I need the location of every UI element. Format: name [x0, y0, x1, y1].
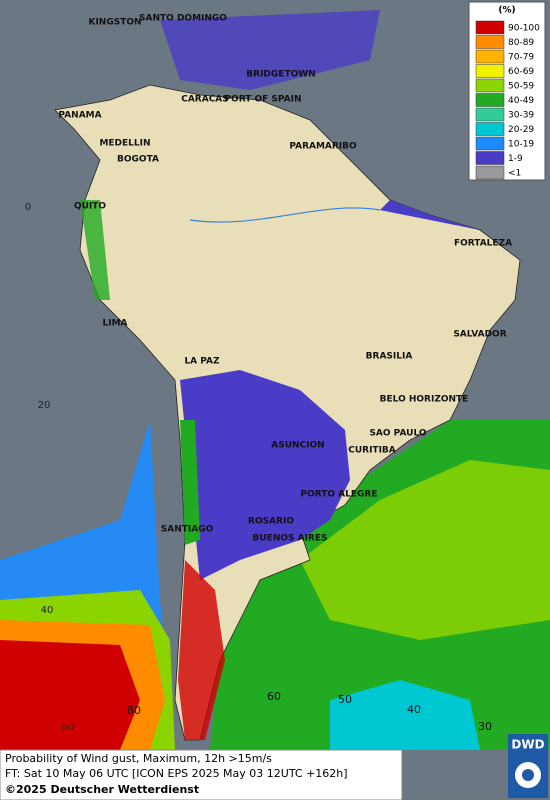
city-label: PORT OF SPAIN	[224, 95, 301, 105]
city-label: LIMA	[102, 319, 127, 329]
city-label: CARACAS	[181, 95, 229, 105]
prob-area	[178, 560, 225, 740]
legend-swatch	[475, 20, 505, 35]
legend-label: 1-9	[508, 154, 523, 164]
logo: DWD	[511, 738, 544, 752]
contour-label: 80	[127, 704, 141, 717]
legend-swatch	[475, 78, 505, 93]
city-label: CURITIBA	[348, 446, 396, 456]
city-label: PARAMARIBO	[289, 142, 357, 152]
legend-label: 10-19	[508, 140, 534, 150]
grid-label: 60	[62, 722, 75, 733]
city-label: ROSARIO	[248, 517, 294, 527]
legend-label: 50-59	[508, 82, 534, 92]
legend-swatch	[475, 93, 505, 107]
legend-label: <1	[508, 169, 521, 179]
city-label: BOGOTA	[117, 155, 159, 165]
legend-swatch	[475, 151, 505, 165]
grid-label: 0	[25, 202, 31, 213]
legend-swatch	[475, 122, 505, 136]
legend-swatch	[475, 107, 505, 122]
city-label: BELO HORIZONTE	[380, 395, 469, 405]
prob-area	[180, 420, 200, 545]
legend-swatch	[475, 64, 505, 78]
legend-label: 70-79	[508, 53, 534, 63]
legend-swatch	[475, 136, 505, 151]
city-label: KINGSTON	[88, 18, 141, 28]
city-label: SANTO DOMINGO	[139, 14, 227, 24]
city-label: QUITO	[74, 202, 106, 212]
footer-line: FT: Sat 10 May 06 UTC [ICON EPS 2025 May…	[5, 767, 348, 780]
contour-label: 30	[478, 720, 492, 733]
contour-label: 60	[267, 690, 281, 703]
legend-label: 60-69	[508, 67, 534, 77]
prob-area	[300, 460, 550, 640]
legend-label: 80-89	[508, 38, 534, 48]
prob-area	[160, 10, 380, 90]
footer-box	[0, 749, 403, 801]
prob-area	[0, 640, 140, 750]
city-label: PORTO ALEGRE	[300, 490, 377, 500]
city-label: BRASILIA	[366, 352, 413, 362]
legend-swatch	[475, 165, 505, 180]
city-label: BRIDGETOWN	[246, 70, 315, 80]
grid-label: 40	[41, 605, 54, 616]
city-label: LA PAZ	[184, 357, 220, 367]
prob-area	[80, 200, 110, 300]
footer-line: Probability of Wind gust, Maximum, 12h >…	[5, 752, 272, 765]
legend-unit: (%)	[498, 6, 515, 16]
city-label: MEDELLIN	[99, 139, 150, 149]
city-label: SAO PAULO	[369, 429, 426, 439]
city-label: PANAMA	[58, 111, 101, 121]
contour-label: 50	[338, 693, 352, 706]
prob-area	[180, 370, 350, 580]
prob-area	[330, 680, 480, 750]
city-label: BUENOS AIRES	[253, 534, 328, 544]
city-label: FORTALEZA	[454, 239, 512, 249]
legend: (%) 90-100 80-89 70-79 60-69 50-59 40-49 30-39…	[468, 1, 546, 181]
prob-area	[380, 200, 480, 230]
contour-label: 40	[407, 703, 421, 716]
legend-label: 20-29	[508, 125, 534, 135]
copyright: ©2025 Deutscher Wetterdienst	[5, 783, 199, 796]
grid-label: 20	[38, 400, 51, 411]
city-label: SALVADOR	[453, 330, 506, 340]
logo-icon	[522, 769, 534, 781]
legend-swatch	[475, 49, 505, 64]
river	[189, 207, 381, 223]
city-label: ASUNCION	[271, 441, 324, 451]
city-label: SANTIAGO	[161, 525, 214, 535]
legend-label: 40-49	[508, 96, 534, 106]
legend-swatch	[475, 35, 505, 49]
legend-label: 30-39	[508, 111, 534, 121]
legend-label: 90-100	[508, 24, 540, 34]
